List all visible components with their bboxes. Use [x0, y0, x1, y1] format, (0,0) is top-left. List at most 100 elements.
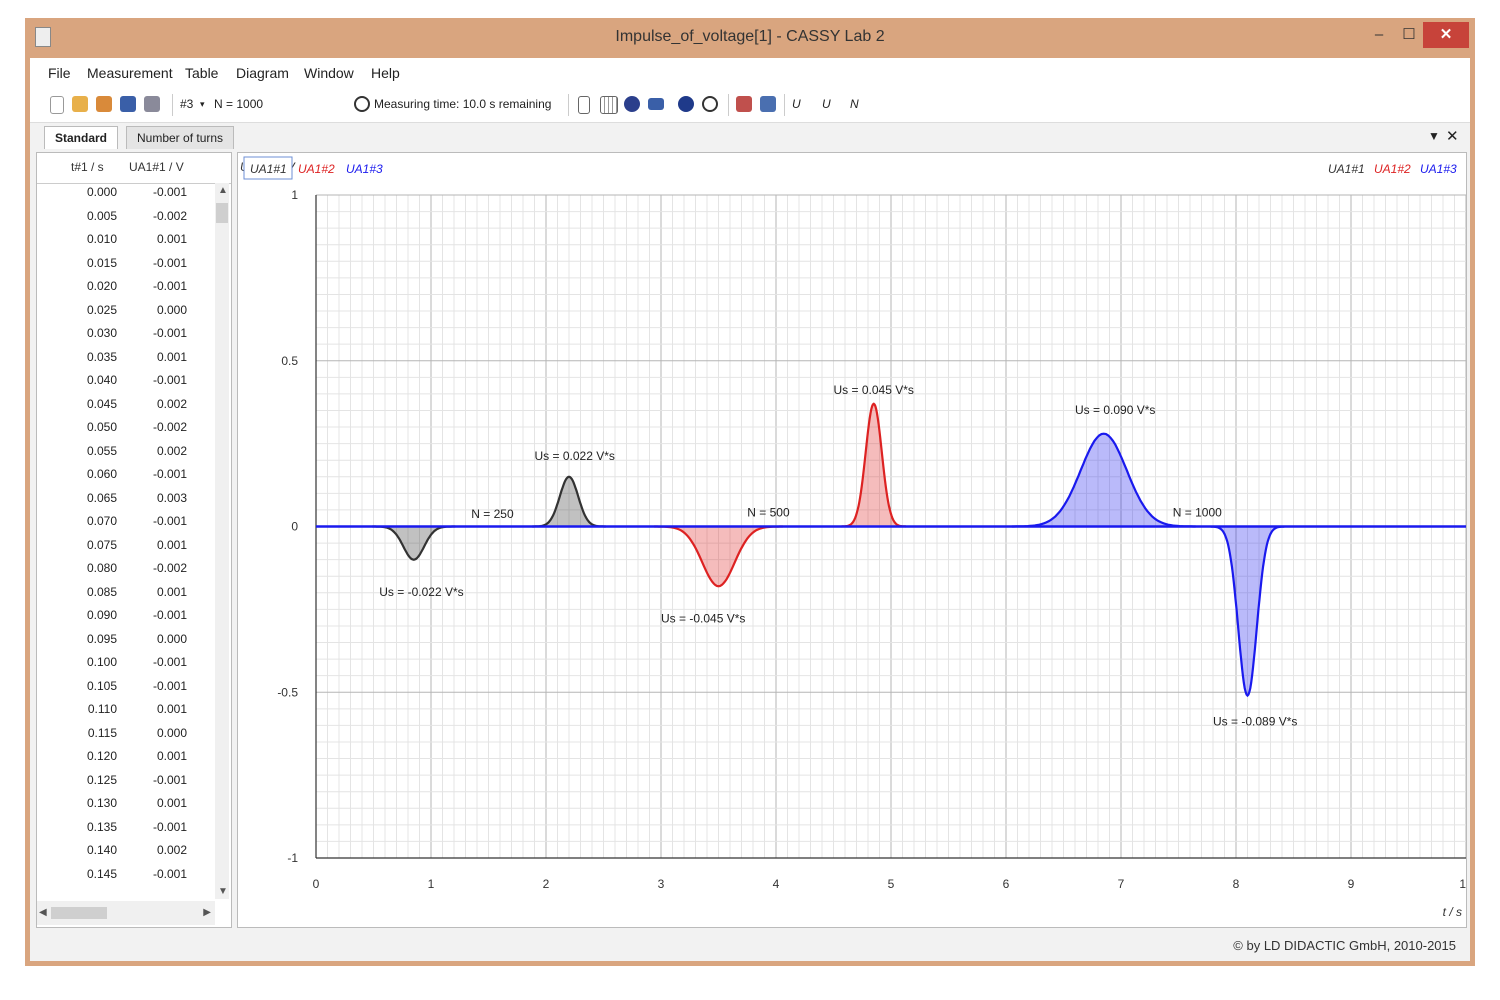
column-header-voltage[interactable]: UA1#1 / V — [129, 160, 184, 174]
table-row[interactable]: 0.040 -0.001 — [37, 373, 215, 397]
annotation-label: N = 250 — [471, 507, 514, 521]
pulse-curve[interactable] — [654, 525, 783, 588]
help-icon[interactable] — [678, 96, 694, 112]
title-bar[interactable]: Impulse_of_voltage[1] - CASSY Lab 2 – ☐ … — [25, 18, 1475, 58]
legend-item[interactable]: UA1#3 — [346, 162, 383, 176]
legend-item[interactable]: UA1#1 — [1328, 162, 1365, 176]
table-row[interactable]: 0.100 -0.001 — [37, 655, 215, 679]
scroll-down-icon[interactable]: ▼ — [218, 886, 228, 897]
settings-icon[interactable] — [624, 96, 640, 112]
table-row[interactable]: 0.070 -0.001 — [37, 514, 215, 538]
cell-time: 0.020 — [86, 279, 117, 293]
table-row[interactable]: 0.025 0.000 — [37, 303, 215, 327]
table-row[interactable]: 0.090 -0.001 — [37, 608, 215, 632]
minimize-button[interactable]: – — [1374, 26, 1384, 43]
table-row[interactable]: 0.130 0.001 — [37, 796, 215, 820]
table-row[interactable]: 0.030 -0.001 — [37, 326, 215, 350]
quick-u-a1-button[interactable]: U — [792, 97, 801, 111]
pulse-curve[interactable] — [532, 475, 606, 528]
table-row[interactable]: 0.125 -0.001 — [37, 773, 215, 797]
menu-table[interactable]: Table — [185, 65, 219, 81]
table-row[interactable]: 0.115 0.000 — [37, 726, 215, 750]
table-row[interactable]: 0.080 -0.002 — [37, 561, 215, 585]
table-row[interactable]: 0.045 0.002 — [37, 397, 215, 421]
menu-file[interactable]: File — [48, 65, 71, 81]
toolbar-separator — [784, 94, 785, 116]
tab-number-of-turns[interactable]: Number of turns — [126, 126, 235, 149]
cell-time: 0.005 — [86, 208, 117, 223]
table-row[interactable]: 0.140 0.002 — [37, 843, 215, 867]
table-row[interactable]: 0.035 0.001 — [37, 350, 215, 374]
table-row[interactable]: 0.020 -0.001 — [37, 279, 215, 303]
cell-voltage: -0.002 — [152, 208, 187, 223]
pulse-curve[interactable] — [841, 402, 907, 528]
quick-us-button[interactable]: U — [822, 97, 831, 111]
legend-item[interactable]: UA1#3 — [1420, 162, 1457, 176]
stopwatch-icon[interactable] — [354, 96, 370, 112]
chevron-down-icon[interactable]: ▾ — [200, 99, 205, 109]
menu-diagram[interactable]: Diagram — [236, 65, 289, 81]
open-examples-icon[interactable] — [96, 96, 112, 112]
panel-close-icon[interactable]: ✕ — [1446, 128, 1459, 145]
display-icon[interactable] — [648, 98, 664, 110]
panel-menu-icon[interactable]: ▼ — [1428, 129, 1440, 143]
table-row[interactable]: 0.110 0.001 — [37, 702, 215, 726]
quick-n-button[interactable]: N — [850, 97, 859, 111]
table-row[interactable]: 0.000 -0.001 — [37, 185, 215, 209]
info-icon[interactable] — [702, 96, 718, 112]
column-header-time[interactable]: t#1 / s — [71, 160, 104, 174]
voltage-chart[interactable]: 10.50-0.5-1012345678910UA1#1 / Vt / sUA1… — [238, 153, 1466, 927]
legend-item[interactable]: UA1#2 — [298, 162, 335, 176]
table-row[interactable]: 0.120 0.001 — [37, 749, 215, 773]
app-icon[interactable] — [35, 27, 51, 47]
new-icon[interactable] — [50, 96, 64, 114]
table-row[interactable]: 0.135 -0.001 — [37, 820, 215, 844]
table-row[interactable]: 0.065 0.003 — [37, 491, 215, 515]
print-icon[interactable] — [144, 96, 160, 112]
save-icon[interactable] — [120, 96, 136, 112]
cell-voltage: -0.001 — [152, 608, 187, 622]
table-row[interactable]: 0.085 0.001 — [37, 585, 215, 609]
grid-icon[interactable] — [600, 96, 618, 114]
cell-time: 0.070 — [86, 514, 117, 528]
cell-voltage: 0.001 — [156, 349, 187, 364]
annotation-label: N = 1000 — [1173, 506, 1222, 520]
sensor-icon[interactable] — [578, 96, 590, 114]
table-row[interactable]: 0.050 -0.002 — [37, 420, 215, 444]
table-row[interactable]: 0.145 -0.001 — [37, 867, 215, 891]
menu-window[interactable]: Window — [304, 65, 354, 81]
vertical-scrollbar[interactable]: ▲ ▼ — [215, 183, 229, 899]
channel-selector[interactable]: #3 — [180, 97, 194, 111]
legend-item[interactable]: UA1#2 — [1374, 162, 1411, 176]
tab-standard[interactable]: Standard — [44, 126, 119, 149]
scroll-right-icon[interactable]: ▶ — [203, 907, 211, 918]
table-row[interactable]: 0.105 -0.001 — [37, 679, 215, 703]
layout-icon[interactable] — [760, 96, 776, 112]
legend-item[interactable]: UA1#1 — [250, 162, 287, 176]
pulse-curve[interactable] — [1210, 525, 1285, 698]
cell-voltage: 0.000 — [156, 725, 187, 740]
open-icon[interactable] — [72, 96, 88, 112]
table-row[interactable]: 0.010 0.001 — [37, 232, 215, 256]
scrollbar-thumb[interactable] — [51, 907, 107, 919]
table-row[interactable]: 0.055 0.002 — [37, 444, 215, 468]
pulse-curve[interactable] — [1011, 432, 1196, 528]
table-row[interactable]: 0.005 -0.002 — [37, 209, 215, 233]
diagram-panel[interactable]: 10.50-0.5-1012345678910UA1#1 / Vt / sUA1… — [237, 152, 1467, 928]
maximize-button[interactable]: ☐ — [1402, 26, 1416, 43]
table-row[interactable]: 0.095 0.000 — [37, 632, 215, 656]
table-row[interactable]: 0.075 0.001 — [37, 538, 215, 562]
menu-measurement[interactable]: Measurement — [87, 65, 173, 81]
x-tick-label: 10 — [1459, 877, 1466, 891]
table-row[interactable]: 0.060 -0.001 — [37, 467, 215, 491]
menu-help[interactable]: Help — [371, 65, 400, 81]
scroll-left-icon[interactable]: ◀ — [39, 907, 47, 918]
table-row[interactable]: 0.015 -0.001 — [37, 256, 215, 280]
horizontal-scrollbar[interactable]: ◀ ▶ — [37, 901, 215, 925]
window-icon[interactable] — [736, 96, 752, 112]
pulse-area — [654, 526, 783, 587]
scroll-up-icon[interactable]: ▲ — [218, 185, 228, 196]
close-button[interactable]: ✕ — [1423, 22, 1469, 48]
scrollbar-thumb[interactable] — [216, 203, 228, 223]
x-tick-label: 9 — [1348, 877, 1355, 891]
